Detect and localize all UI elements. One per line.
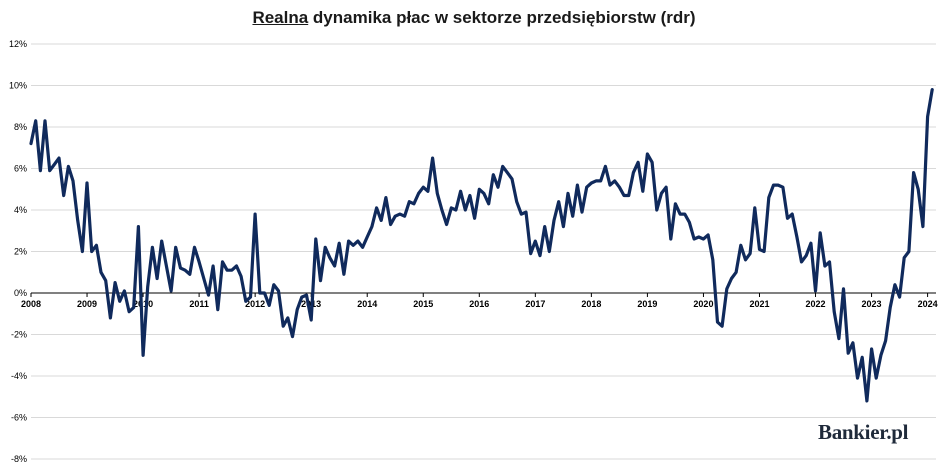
y-tick-label: -8%: [11, 454, 27, 464]
x-tick-label: 2014: [357, 299, 377, 309]
y-tick-label: 8%: [14, 122, 27, 132]
chart-title: Realna dynamika płac w sektorze przedsię…: [0, 8, 948, 28]
x-tick-label: 2010: [133, 299, 153, 309]
x-tick-label: 2023: [862, 299, 882, 309]
x-axis: 2008 2009 2010 2011 2012 2013 2014 2015 2016 2017…: [21, 293, 938, 309]
x-tick-label: 2012: [245, 299, 265, 309]
x-tick-label: 2024: [918, 299, 938, 309]
chart-title-underlined: Realna: [252, 8, 309, 27]
y-tick-label: -4%: [11, 371, 27, 381]
series-line-0: [29, 87, 934, 403]
y-tick-label: 6%: [14, 164, 27, 174]
x-tick-label: 2021: [749, 299, 769, 309]
y-axis: -8% -6% -4% -2% 0% 2% 4% 6% 8% 10% 12%: [9, 39, 27, 464]
y-tick-label: 10%: [9, 81, 27, 91]
x-tick-label: 2018: [581, 299, 601, 309]
x-tick-label: 2009: [77, 299, 97, 309]
y-tick-label: -2%: [11, 330, 27, 340]
y-tick-label: 4%: [14, 205, 27, 215]
y-tick-label: 0%: [14, 288, 27, 298]
x-tick-label: 2017: [525, 299, 545, 309]
chart-title-rest: dynamika płac w sektorze przedsiębiorstw…: [308, 8, 696, 27]
x-tick-label: 2016: [469, 299, 489, 309]
y-tick-label: 12%: [9, 39, 27, 49]
x-tick-label: 2011: [189, 299, 209, 309]
x-tick-label: 2008: [21, 299, 41, 309]
x-tick-label: 2015: [413, 299, 433, 309]
y-tick-label: 2%: [14, 247, 27, 257]
bankier-logo: Bankier.pl: [818, 420, 909, 444]
x-tick-label: 2019: [637, 299, 657, 309]
series-layer: [29, 87, 934, 403]
y-tick-label: -6%: [11, 413, 27, 423]
x-tick-label: 2022: [806, 299, 826, 309]
x-tick-label: 2020: [693, 299, 713, 309]
grid-layer: [31, 43, 936, 460]
